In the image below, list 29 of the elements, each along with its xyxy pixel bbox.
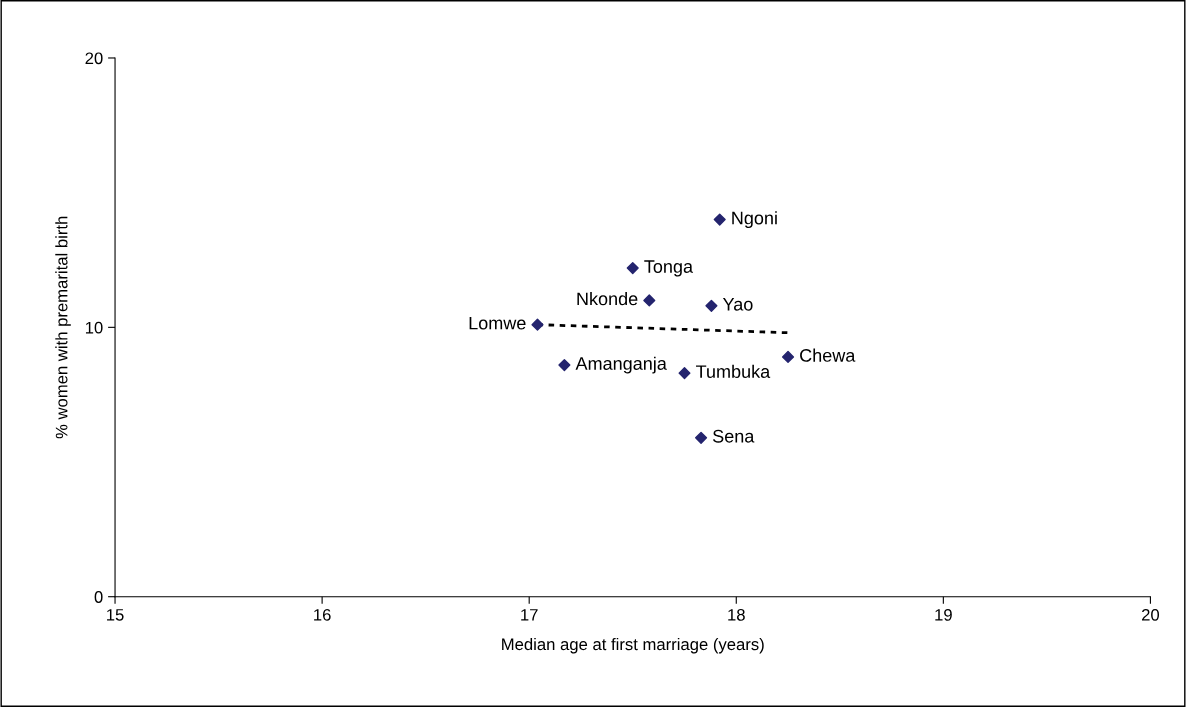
point	[694, 431, 708, 444]
point	[705, 299, 718, 312]
y-axis-title: % women with premarital birth	[55, 216, 71, 439]
point	[531, 318, 544, 331]
annotation: Ngoni	[732, 211, 777, 229]
y-tick-label: 10	[85, 321, 103, 334]
x-tick-label: 20	[1141, 608, 1160, 621]
annotation: Amanganja	[575, 356, 667, 374]
x-tick-label: 19	[935, 608, 952, 621]
annotation: Chewa	[800, 348, 856, 362]
x-tick-label: 16	[314, 608, 331, 621]
point	[781, 350, 795, 364]
annotation: Tonga	[644, 260, 694, 277]
annotation: Nkonde	[577, 291, 638, 306]
annotation: Lomwe	[469, 316, 526, 330]
annotation: Tumbuka	[696, 364, 771, 378]
point	[626, 262, 639, 275]
point	[643, 294, 656, 307]
point	[558, 358, 571, 372]
x-tick-label: 15	[107, 609, 124, 621]
x-tick-label: 18	[728, 608, 745, 621]
annotation: Yao	[722, 298, 753, 311]
point	[713, 213, 726, 226]
x-tick-label: 17	[521, 609, 538, 621]
point	[678, 367, 691, 380]
annotation: Sena	[713, 429, 755, 443]
y-tick-label: 20	[85, 52, 103, 65]
x-axis-title: Median age at first marriage (years)	[502, 637, 764, 654]
y-tick-label: 0	[94, 591, 103, 603]
